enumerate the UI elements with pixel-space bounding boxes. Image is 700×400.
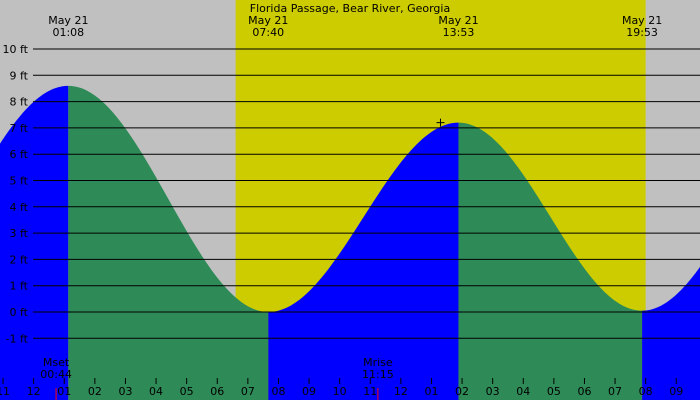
tide-fill-layer: [0, 85, 700, 400]
x-tick-label: 05: [547, 385, 561, 398]
x-tick-label: 05: [180, 385, 194, 398]
x-tick-label: 12: [394, 385, 408, 398]
x-tick-label: 12: [27, 385, 41, 398]
tide-extreme-time: 07:40: [252, 26, 284, 39]
x-tick-label: 06: [210, 385, 224, 398]
rising-tide-area-2: [268, 122, 459, 400]
x-tick-label: 02: [455, 385, 469, 398]
tide-extreme-date: May 21: [48, 14, 88, 27]
x-tick-label: 01: [57, 385, 71, 398]
y-tick-label: 2 ft: [10, 253, 29, 266]
falling-tide-area-3: [458, 122, 643, 400]
y-tick-label: 6 ft: [10, 148, 29, 161]
tide-extreme-time: 13:53: [443, 26, 475, 39]
y-tick-label: 7 ft: [10, 122, 29, 135]
y-tick-label: 4 ft: [10, 201, 29, 214]
x-tick-label: 07: [241, 385, 255, 398]
tide-extreme-date: May 21: [248, 14, 288, 27]
x-tick-label: 09: [669, 385, 683, 398]
y-tick-label: 5 ft: [10, 175, 29, 188]
moon-event-time: 00:44: [40, 368, 72, 381]
tide-extreme-date: May 21: [622, 14, 662, 27]
moon-event-label: Mrise: [363, 356, 393, 369]
x-tick-label: 04: [516, 385, 530, 398]
x-tick-labels: 11 12 01 02 03 04 05 06 07 08 09 10 11 12 01 02 03 04 05 06…: [0, 378, 683, 398]
x-tick-label: 02: [88, 385, 102, 398]
y-tick-label: -1 ft: [6, 332, 29, 345]
x-tick-label: 11: [0, 385, 10, 398]
x-tick-label: 03: [486, 385, 500, 398]
gridline-layer: [33, 48, 700, 339]
x-tick-label: 01: [424, 385, 438, 398]
moon-event-time: 11:15: [362, 368, 394, 381]
y-tick-label: 10 ft: [3, 43, 29, 56]
tide-extreme-date: May 21: [438, 14, 478, 27]
x-tick-label: 06: [577, 385, 591, 398]
rising-tide-area-4: [642, 266, 700, 400]
rising-tide-area-0: [0, 85, 69, 400]
falling-tide-area-1: [68, 85, 269, 400]
chart-title: Florida Passage, Bear River, Georgia: [250, 2, 450, 15]
y-tick-label: 8 ft: [10, 96, 29, 109]
x-tick-label: 11: [363, 385, 377, 398]
y-tick-label: 1 ft: [10, 280, 29, 293]
y-tick-label: 3 ft: [10, 227, 29, 240]
x-tick-label: 09: [302, 385, 316, 398]
x-tick-label: 08: [639, 385, 653, 398]
x-tick-label: 07: [608, 385, 622, 398]
x-tick-label: 08: [271, 385, 285, 398]
x-tick-label: 03: [118, 385, 132, 398]
tide-extreme-time: 19:53: [626, 26, 658, 39]
x-tick-label: 04: [149, 385, 163, 398]
tide-extreme-time: 01:08: [52, 26, 84, 39]
y-tick-label: 0 ft: [10, 306, 29, 319]
moon-event-label: Mset: [43, 356, 70, 369]
x-tick-label: 10: [333, 385, 347, 398]
y-tick-labels: -1 ft 0 ft 1 ft 2 ft 3 ft 4 ft 5 ft 6 ft 7 ft 8 f…: [3, 43, 29, 345]
y-tick-label: 9 ft: [10, 69, 29, 82]
